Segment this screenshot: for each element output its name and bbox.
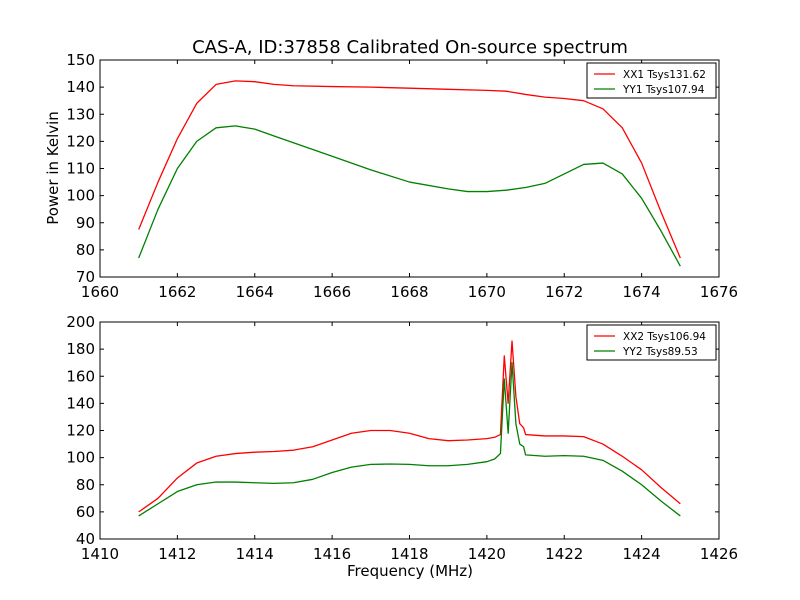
chart-1-x-tick-label: 1660: [81, 283, 119, 301]
chart-1-y-axis-label: Power in Kelvin: [44, 111, 62, 225]
chart-2-y-tick-label: 120: [66, 422, 95, 440]
chart-2-series-2-line: [138, 362, 681, 517]
chart-1-x-tick-label: 1672: [545, 283, 583, 301]
chart-1-y-tick-label: 70: [76, 268, 95, 286]
chart-1-y-tick-label: 120: [66, 132, 95, 150]
chart-1-y-tick-label: 140: [66, 78, 95, 96]
chart-1-x-tick-label: 1670: [468, 283, 506, 301]
chart-2-legend-label-1: XX2 Tsys106.94: [623, 331, 706, 343]
chart-1-legend-label-1: XX1 Tsys131.62: [623, 69, 706, 81]
chart-2-x-tick-label: 1416: [313, 545, 351, 563]
chart-2-legend: XX2 Tsys106.94 YY2 Tsys89.53: [586, 324, 717, 361]
chart-1-y-tick-label: 80: [76, 241, 95, 259]
chart-1-title: CAS-A, ID:37858 Calibrated On-source spe…: [192, 37, 628, 58]
chart-1-series-2-line: [138, 125, 681, 267]
chart-1-legend-label-2: YY1 Tsys107.94: [622, 84, 705, 96]
chart-2-series-1-line: [138, 340, 681, 513]
chart-2-x-tick-label: 1426: [700, 545, 738, 563]
chart-2-y-tick-label: 80: [76, 476, 95, 494]
chart-2-x-tick-label: 1418: [390, 545, 428, 563]
chart-1-x-tick-label: 1666: [313, 283, 351, 301]
chart-1-legend: XX1 Tsys131.62 YY1 Tsys107.94: [586, 62, 717, 99]
chart-1-y-tick-label: 130: [66, 105, 95, 123]
chart-2-x-tick-label: 1424: [623, 545, 661, 563]
chart-2-legend-label-2: YY2 Tsys89.53: [622, 346, 698, 358]
chart-2-y-tick-label: 140: [66, 394, 95, 412]
chart-2-x-tick-label: 1414: [236, 545, 274, 563]
chart-1-y-tick-label: 110: [66, 160, 95, 178]
chart-2-x-tick-label: 1422: [545, 545, 583, 563]
chart-1: Power in Kelvin 1660 1662 1664 1666 1668 1670…: [44, 51, 738, 301]
chart-2-x-tick-label: 1410: [81, 545, 119, 563]
chart-1-x-tick-label: 1676: [700, 283, 738, 301]
chart-2-x-tick-label: 1420: [468, 545, 506, 563]
chart-1-y-tick-label: 100: [66, 187, 95, 205]
chart-1-legend-box: [586, 62, 717, 99]
chart-2-y-tick-label: 60: [76, 503, 95, 521]
chart-2-y-tick-label: 180: [66, 340, 95, 358]
chart-2-x-axis-label: Frequency (MHz): [347, 562, 473, 580]
chart-1-x-tick-label: 1668: [390, 283, 428, 301]
chart-2-y-tick-label: 40: [76, 530, 95, 548]
chart-2-y-tick-label: 160: [66, 367, 95, 385]
chart-1-x-tick-label: 1674: [623, 283, 661, 301]
chart-2-y-tick-label: 200: [66, 313, 95, 331]
chart-2-y-tick-label: 100: [66, 449, 95, 467]
chart-2-legend-box: [586, 324, 717, 361]
chart-1-y-tick-label: 90: [76, 214, 95, 232]
chart-1-x-tick-label: 1662: [158, 283, 196, 301]
chart-2-x-tick-label: 1412: [158, 545, 196, 563]
chart-1-series-1-line: [138, 80, 681, 259]
chart-1-x-tick-label: 1664: [236, 283, 274, 301]
chart-2: Frequency (MHz) 1410 1412 1414 1416 1418 1420…: [66, 313, 738, 580]
chart-1-y-tick-label: 150: [66, 51, 95, 69]
